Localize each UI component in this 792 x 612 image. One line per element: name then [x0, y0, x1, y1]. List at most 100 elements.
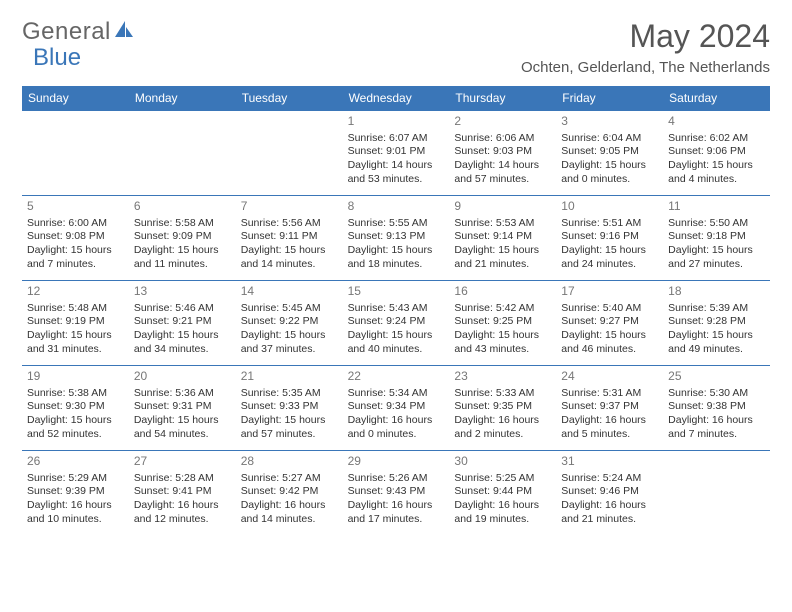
sunrise-line: Sunrise: 5:35 AM [241, 387, 338, 401]
calendar-cell: 11Sunrise: 5:50 AMSunset: 9:18 PMDayligh… [663, 195, 770, 280]
calendar-cell: 18Sunrise: 5:39 AMSunset: 9:28 PMDayligh… [663, 280, 770, 365]
daylight-line: Daylight: 15 hours and 0 minutes. [561, 159, 658, 186]
sunset-line: Sunset: 9:28 PM [668, 315, 765, 329]
calendar-cell: 4Sunrise: 6:02 AMSunset: 9:06 PMDaylight… [663, 110, 770, 195]
sunset-line: Sunset: 9:27 PM [561, 315, 658, 329]
daylight-line: Daylight: 15 hours and 4 minutes. [668, 159, 765, 186]
calendar-cell: 15Sunrise: 5:43 AMSunset: 9:24 PMDayligh… [343, 280, 450, 365]
sunrise-line: Sunrise: 5:45 AM [241, 302, 338, 316]
sunset-line: Sunset: 9:41 PM [134, 485, 231, 499]
sunset-line: Sunset: 9:42 PM [241, 485, 338, 499]
daylight-line: Daylight: 16 hours and 7 minutes. [668, 414, 765, 441]
calendar-cell: 21Sunrise: 5:35 AMSunset: 9:33 PMDayligh… [236, 365, 343, 450]
daylight-line: Daylight: 15 hours and 40 minutes. [348, 329, 445, 356]
calendar-cell: 29Sunrise: 5:26 AMSunset: 9:43 PMDayligh… [343, 450, 450, 535]
month-title: May 2024 [521, 18, 770, 55]
calendar-cell: 31Sunrise: 5:24 AMSunset: 9:46 PMDayligh… [556, 450, 663, 535]
daylight-line: Daylight: 16 hours and 2 minutes. [454, 414, 551, 441]
day-number: 12 [27, 284, 124, 300]
daylight-line: Daylight: 15 hours and 37 minutes. [241, 329, 338, 356]
daylight-line: Daylight: 15 hours and 18 minutes. [348, 244, 445, 271]
day-number: 21 [241, 369, 338, 385]
sunset-line: Sunset: 9:39 PM [27, 485, 124, 499]
daylight-line: Daylight: 15 hours and 43 minutes. [454, 329, 551, 356]
daylight-line: Daylight: 16 hours and 5 minutes. [561, 414, 658, 441]
sunset-line: Sunset: 9:33 PM [241, 400, 338, 414]
calendar-cell: 20Sunrise: 5:36 AMSunset: 9:31 PMDayligh… [129, 365, 236, 450]
sunrise-line: Sunrise: 6:06 AM [454, 132, 551, 146]
calendar-cell: 24 Sunrise: 5:31 AMSunset: 9:37 PMDayligh… [556, 365, 663, 450]
daylight-line: Daylight: 15 hours and 52 minutes. [27, 414, 124, 441]
sunrise-line: Sunrise: 5:30 AM [668, 387, 765, 401]
day-number: 24 [561, 369, 658, 385]
sunset-line: Sunset: 9:18 PM [668, 230, 765, 244]
sunrise-line: Sunrise: 5:31 AM [561, 387, 658, 401]
calendar-cell: 3Sunrise: 6:04 AMSunset: 9:05 PMDaylight… [556, 110, 663, 195]
day-number: 8 [348, 199, 445, 215]
daylight-line: Daylight: 15 hours and 46 minutes. [561, 329, 658, 356]
sunset-line: Sunset: 9:22 PM [241, 315, 338, 329]
sunset-line: Sunset: 9:08 PM [27, 230, 124, 244]
daylight-line: Daylight: 16 hours and 21 minutes. [561, 499, 658, 526]
logo-word1: General [22, 18, 111, 46]
calendar-cell: 16Sunrise: 5:42 AMSunset: 9:25 PMDayligh… [449, 280, 556, 365]
day-number: 23 [454, 369, 551, 385]
logo: General [22, 18, 136, 46]
calendar-cell: 2Sunrise: 6:06 AMSunset: 9:03 PMDaylight… [449, 110, 556, 195]
logo-sail-icon [111, 18, 136, 46]
sunrise-line: Sunrise: 6:04 AM [561, 132, 658, 146]
sunrise-line: Sunrise: 5:51 AM [561, 217, 658, 231]
day-number: 1 [348, 114, 445, 130]
day-number: 10 [561, 199, 658, 215]
sunset-line: Sunset: 9:14 PM [454, 230, 551, 244]
day-number: 18 [668, 284, 765, 300]
daylight-line: Daylight: 16 hours and 17 minutes. [348, 499, 445, 526]
sunrise-line: Sunrise: 5:27 AM [241, 472, 338, 486]
daylight-line: Daylight: 15 hours and 7 minutes. [27, 244, 124, 271]
day-number: 5 [27, 199, 124, 215]
sunrise-line: Sunrise: 5:48 AM [27, 302, 124, 316]
sunset-line: Sunset: 9:01 PM [348, 145, 445, 159]
sunset-line: Sunset: 9:44 PM [454, 485, 551, 499]
sunrise-line: Sunrise: 5:38 AM [27, 387, 124, 401]
day-number: 2 [454, 114, 551, 130]
sunset-line: Sunset: 9:37 PM [561, 400, 658, 414]
weekday-header: Thursday [449, 86, 556, 110]
weekday-header: Sunday [22, 86, 129, 110]
daylight-line: Daylight: 15 hours and 21 minutes. [454, 244, 551, 271]
sunset-line: Sunset: 9:03 PM [454, 145, 551, 159]
calendar-cell: 8Sunrise: 5:55 AMSunset: 9:13 PMDaylight… [343, 195, 450, 280]
calendar-cell: 30Sunrise: 5:25 AMSunset: 9:44 PMDayligh… [449, 450, 556, 535]
calendar-cell: 5Sunrise: 6:00 AMSunset: 9:08 PMDaylight… [22, 195, 129, 280]
daylight-line: Daylight: 15 hours and 27 minutes. [668, 244, 765, 271]
calendar-cell: 23Sunrise: 5:33 AMSunset: 9:35 PMDayligh… [449, 365, 556, 450]
sunset-line: Sunset: 9:16 PM [561, 230, 658, 244]
calendar-cell: 6Sunrise: 5:58 AMSunset: 9:09 PMDaylight… [129, 195, 236, 280]
sunrise-line: Sunrise: 5:24 AM [561, 472, 658, 486]
calendar-header-row: SundayMondayTuesdayWednesdayThursdayFrid… [22, 86, 770, 110]
sunrise-line: Sunrise: 5:50 AM [668, 217, 765, 231]
weekday-header: Monday [129, 86, 236, 110]
weekday-header: Wednesday [343, 86, 450, 110]
calendar-cell: 12Sunrise: 5:48 AMSunset: 9:19 PMDayligh… [22, 280, 129, 365]
sunrise-line: Sunrise: 5:26 AM [348, 472, 445, 486]
day-number: 19 [27, 369, 124, 385]
day-number: 31 [561, 454, 658, 470]
calendar-cell: 28Sunrise: 5:27 AMSunset: 9:42 PMDayligh… [236, 450, 343, 535]
sunrise-line: Sunrise: 5:29 AM [27, 472, 124, 486]
title-block: May 2024 Ochten, Gelderland, The Netherl… [521, 18, 770, 76]
sunrise-line: Sunrise: 5:34 AM [348, 387, 445, 401]
sunrise-line: Sunrise: 5:46 AM [134, 302, 231, 316]
day-number: 6 [134, 199, 231, 215]
day-number: 14 [241, 284, 338, 300]
calendar-cell-blank [22, 110, 129, 195]
sunrise-line: Sunrise: 5:58 AM [134, 217, 231, 231]
calendar-cell: 19Sunrise: 5:38 AMSunset: 9:30 PMDayligh… [22, 365, 129, 450]
day-number: 28 [241, 454, 338, 470]
sunrise-line: Sunrise: 5:55 AM [348, 217, 445, 231]
calendar-cell-blank [236, 110, 343, 195]
daylight-line: Daylight: 14 hours and 53 minutes. [348, 159, 445, 186]
calendar-cell-blank [663, 450, 770, 535]
day-number: 20 [134, 369, 231, 385]
sunrise-line: Sunrise: 6:07 AM [348, 132, 445, 146]
